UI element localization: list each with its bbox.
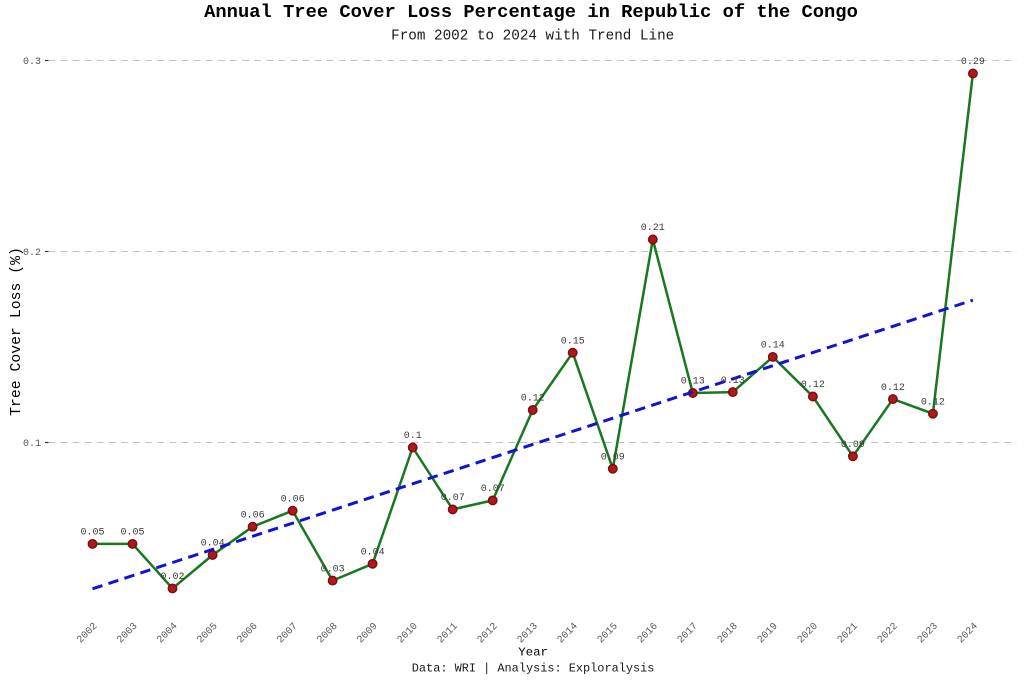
- svg-text:Year: Year: [518, 646, 548, 660]
- svg-text:0.29: 0.29: [961, 57, 985, 68]
- svg-text:0.05: 0.05: [120, 528, 144, 539]
- svg-text:0.07: 0.07: [441, 493, 465, 504]
- svg-text:0.21: 0.21: [641, 223, 665, 234]
- svg-text:0.12: 0.12: [921, 397, 945, 408]
- svg-text:0.14: 0.14: [761, 341, 785, 352]
- svg-text:0.13: 0.13: [681, 377, 705, 388]
- svg-text:0.1: 0.1: [404, 431, 422, 442]
- svg-text:0.12: 0.12: [881, 383, 905, 394]
- svg-text:0.03: 0.03: [321, 564, 345, 575]
- svg-text:0.04: 0.04: [361, 548, 385, 559]
- svg-text:0.12: 0.12: [801, 380, 825, 391]
- svg-text:Data: WRI | Analysis: Exploral: Data: WRI | Analysis: Exploralysis: [412, 661, 655, 675]
- svg-text:Annual Tree Cover Loss Percent: Annual Tree Cover Loss Percentage in Rep…: [204, 1, 858, 23]
- svg-text:0.13: 0.13: [721, 376, 745, 387]
- svg-text:0.09: 0.09: [601, 452, 625, 463]
- svg-text:0.05: 0.05: [80, 528, 104, 539]
- svg-text:0.07: 0.07: [481, 484, 505, 495]
- svg-text:0.09: 0.09: [841, 440, 865, 451]
- svg-text:0.1: 0.1: [23, 439, 41, 450]
- svg-text:0.06: 0.06: [281, 494, 305, 505]
- svg-text:0.12: 0.12: [521, 394, 545, 405]
- svg-text:0.06: 0.06: [241, 510, 265, 521]
- svg-text:From 2002 to 2024 with Trend L: From 2002 to 2024 with Trend Line: [391, 28, 674, 44]
- svg-text:0.15: 0.15: [561, 336, 585, 347]
- svg-text:Tree Cover Loss (%): Tree Cover Loss (%): [9, 247, 25, 416]
- svg-text:0.2: 0.2: [23, 248, 41, 259]
- svg-text:0.04: 0.04: [201, 539, 225, 550]
- svg-text:0.3: 0.3: [23, 57, 41, 68]
- svg-text:0.02: 0.02: [160, 572, 184, 583]
